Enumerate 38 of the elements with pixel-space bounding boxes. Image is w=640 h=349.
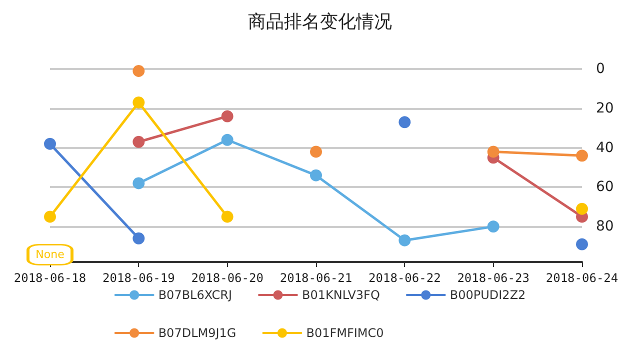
point xyxy=(132,232,145,244)
x-tick-label: 2018-06-24 xyxy=(546,271,618,285)
y-tick-label: 60 xyxy=(596,179,614,196)
point xyxy=(132,177,145,190)
x-tick-label: 2018-06-20 xyxy=(191,271,264,285)
y-tick-label: 20 xyxy=(596,100,614,116)
annotation: None xyxy=(36,248,65,262)
point xyxy=(132,96,145,108)
x-tick-label: 2018-06-21 xyxy=(280,271,352,285)
y-tick-label: 0 xyxy=(596,61,605,77)
legend-label: B07DLM9J1G xyxy=(158,326,236,340)
legend-label: B01KNLV3FQ xyxy=(302,288,380,302)
point xyxy=(132,64,145,77)
point xyxy=(44,138,56,150)
y-tick-label: 40 xyxy=(596,140,614,156)
point xyxy=(44,210,56,223)
point xyxy=(310,169,322,182)
point xyxy=(398,234,411,246)
point xyxy=(576,150,588,162)
legend-label: B01FMFIMC0 xyxy=(306,326,384,340)
x-tick-label: 2018-06-19 xyxy=(102,271,175,285)
chart-title: 商品排名变化情况 xyxy=(248,12,392,32)
y-tick-label: 80 xyxy=(596,218,614,235)
x-tick-label: 2018-06-23 xyxy=(457,271,530,285)
point xyxy=(576,202,588,215)
legend-label: B00PUDI2Z2 xyxy=(450,288,526,302)
point xyxy=(132,136,145,148)
point xyxy=(398,116,411,128)
point xyxy=(487,220,500,233)
point xyxy=(576,238,588,250)
x-tick-label: 2018-06-22 xyxy=(368,271,441,285)
point xyxy=(487,146,500,158)
legend-label: B07BL6XCRJ xyxy=(158,288,232,302)
x-tick-label: 2018-06-18 xyxy=(14,271,86,285)
point xyxy=(221,134,234,146)
point xyxy=(221,210,234,223)
point xyxy=(221,110,234,122)
point xyxy=(310,146,322,158)
